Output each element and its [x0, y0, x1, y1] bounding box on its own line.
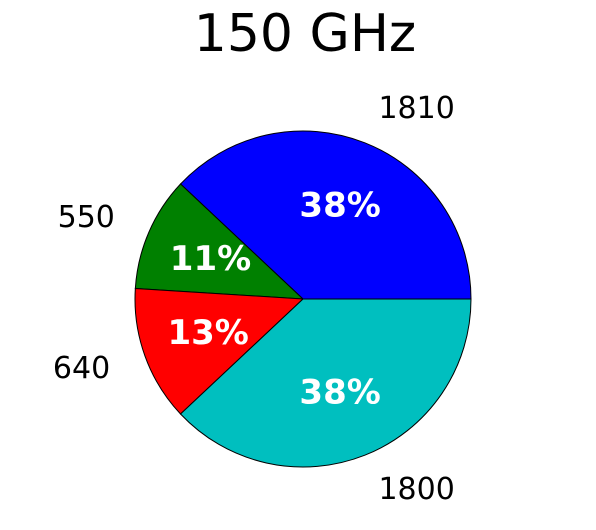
category-label-640: 640: [53, 351, 110, 386]
percent-labels: 38% 11% 13% 38%: [167, 185, 380, 412]
pie-slice-550: [134, 183, 305, 300]
percent-label-1810: 38%: [299, 185, 380, 225]
chart-title: 150 GHz: [193, 4, 417, 64]
pie-slices: [134, 130, 472, 468]
percent-label-1800: 38%: [299, 373, 380, 413]
pie-slice-640: [134, 287, 305, 415]
category-label-550: 550: [58, 200, 115, 235]
category-label-1800: 1800: [378, 472, 454, 507]
category-label-1810: 1810: [378, 91, 454, 126]
percent-label-640: 13%: [167, 313, 248, 353]
pie-slice-1800: [179, 298, 472, 468]
category-labels: 1810 550 640 1800: [53, 91, 455, 507]
percent-label-550: 11%: [170, 239, 251, 279]
pie-slice-1810: [179, 130, 472, 300]
